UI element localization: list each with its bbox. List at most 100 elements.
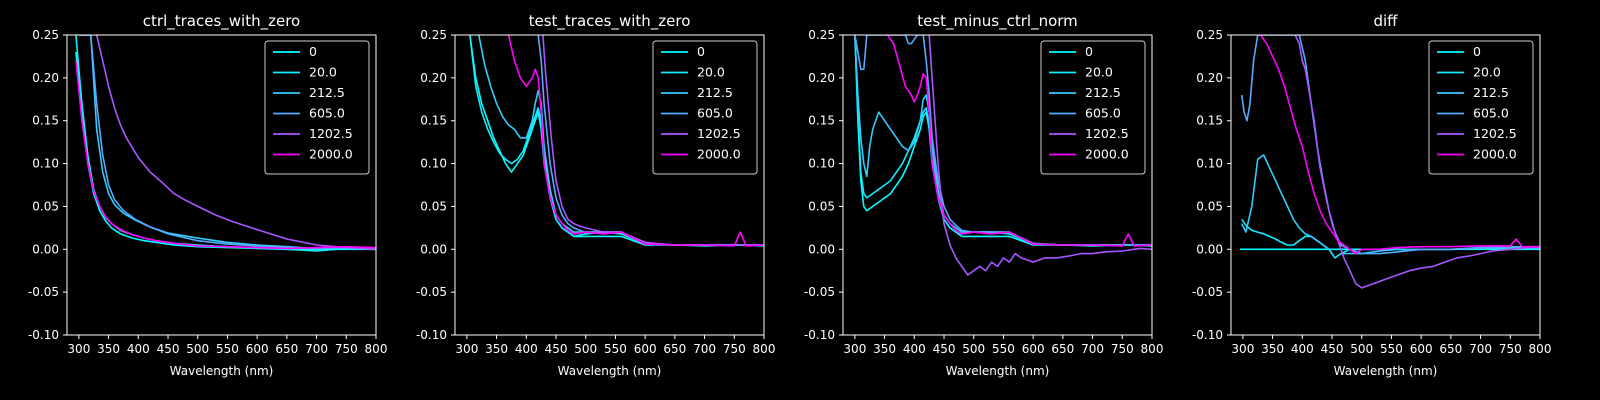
series-group xyxy=(854,35,1152,276)
x-tick-label: 700 xyxy=(305,342,328,356)
legend-entry: 20.0 xyxy=(697,65,725,80)
legend-entry: 212.5 xyxy=(697,85,733,100)
legend-box xyxy=(652,40,758,175)
chart-title: test_minus_ctrl_norm xyxy=(917,12,1078,31)
y-tick-label: 0.00 xyxy=(420,242,447,256)
legend: 0 20.0 212.5 605.0 1202.5 2000.0 xyxy=(264,40,370,175)
legend: 0 20.0 212.5 605.0 1202.5 2000.0 xyxy=(1428,40,1534,175)
y-tick-label: -0.05 xyxy=(804,285,835,299)
legend-entry: 1202.5 xyxy=(697,126,741,141)
series-line-5 xyxy=(886,35,1152,247)
y-tick-label: 0.00 xyxy=(32,242,59,256)
series-group xyxy=(1239,35,1540,289)
legend: 0 20.0 212.5 605.0 1202.5 2000.0 xyxy=(1040,40,1146,175)
y-tick-label: 0.25 xyxy=(1196,28,1223,42)
x-tick-label: 450 xyxy=(1321,342,1344,356)
axes-frame xyxy=(842,34,1153,336)
chart-title: test_traces_with_zero xyxy=(529,12,691,31)
x-tick-label: 700 xyxy=(693,342,716,356)
legend-entry: 0 xyxy=(1473,44,1481,59)
legend-entry: 1202.5 xyxy=(1473,126,1517,141)
x-tick-label: 500 xyxy=(186,342,209,356)
y-tick-label: 0.05 xyxy=(420,199,447,213)
x-tick-label: 350 xyxy=(485,342,508,356)
x-tick-label: 600 xyxy=(1022,342,1045,356)
y-tick-label: -0.10 xyxy=(804,328,835,342)
y-tick-label: 0.25 xyxy=(808,28,835,42)
x-tick-label: 750 xyxy=(335,342,358,356)
legend-entry: 0 xyxy=(1085,44,1093,59)
x-tick-label: 650 xyxy=(275,342,298,356)
y-tick-label: 0.25 xyxy=(420,28,447,42)
y-tick-label: 0.10 xyxy=(420,157,447,171)
x-tick-label: 400 xyxy=(515,342,538,356)
series-line-5 xyxy=(75,60,376,250)
y-tick-label: -0.05 xyxy=(28,285,59,299)
x-tick-label: 650 xyxy=(1051,342,1074,356)
x-tick-label: 750 xyxy=(723,342,746,356)
chart-title: ctrl_traces_with_zero xyxy=(143,12,300,31)
legend-entry: 605.0 xyxy=(697,106,733,121)
legend-entry: 20.0 xyxy=(309,65,337,80)
legend-box xyxy=(1428,40,1534,175)
y-tick-label: 0.10 xyxy=(32,157,59,171)
x-tick-label: 650 xyxy=(663,342,686,356)
x-tick-label: 400 xyxy=(127,342,150,356)
x-tick-label: 350 xyxy=(873,342,896,356)
x-tick-label: 700 xyxy=(1081,342,1104,356)
x-tick-label: 750 xyxy=(1499,342,1522,356)
x-tick-label: 300 xyxy=(1231,342,1254,356)
y-tick-label: -0.05 xyxy=(416,285,447,299)
y-tick-label: 0.20 xyxy=(808,71,835,85)
legend-box xyxy=(264,40,370,175)
x-tick-label: 450 xyxy=(545,342,568,356)
chart-panel-0: ctrl_traces_with_zero 300 350 400 450 500 550 6… xyxy=(28,12,388,378)
legend-entry: 2000.0 xyxy=(1473,147,1517,162)
x-tick-label: 350 xyxy=(1261,342,1284,356)
chart-panel-3: diff 300 350 400 450 500 550 600 650 700 750 800 -0.… xyxy=(1192,12,1552,378)
axes-frame xyxy=(1230,34,1541,336)
series-line-5 xyxy=(1260,35,1540,255)
series-line-4 xyxy=(95,35,376,251)
y-tick-label: 0.20 xyxy=(1196,71,1223,85)
legend-entry: 605.0 xyxy=(1473,106,1509,121)
x-tick-label: 450 xyxy=(157,342,180,356)
legend-box xyxy=(1040,40,1146,175)
x-tick-label: 800 xyxy=(1141,342,1164,356)
legend-entry: 1202.5 xyxy=(309,126,353,141)
series-group xyxy=(469,35,764,247)
axes-frame xyxy=(454,34,765,336)
y-tick-label: 0.10 xyxy=(1196,157,1223,171)
legend-entry: 212.5 xyxy=(1085,85,1121,100)
legend-entry: 20.0 xyxy=(1473,65,1501,80)
series-line-5 xyxy=(507,35,764,247)
x-tick-label: 800 xyxy=(753,342,776,356)
y-tick-label: 0.15 xyxy=(808,114,835,128)
y-tick-label: 0.05 xyxy=(32,199,59,213)
legend-entry: 20.0 xyxy=(1085,65,1113,80)
y-tick-label: -0.05 xyxy=(1192,285,1223,299)
series-line-1 xyxy=(854,35,1152,247)
x-tick-label: 450 xyxy=(933,342,956,356)
legend-entry: 212.5 xyxy=(1473,85,1509,100)
x-tick-label: 500 xyxy=(962,342,985,356)
x-tick-label: 750 xyxy=(1111,342,1134,356)
y-tick-label: -0.10 xyxy=(1192,328,1223,342)
series-line-3 xyxy=(854,35,1152,246)
chart-title: diff xyxy=(1373,12,1398,30)
x-tick-label: 400 xyxy=(1291,342,1314,356)
x-tick-label: 300 xyxy=(843,342,866,356)
chart-panel-1: test_traces_with_zero 300 350 400 450 500 550 6… xyxy=(416,12,776,378)
x-axis-label: Wavelength (nm) xyxy=(946,364,1050,378)
chart-panel-2: test_minus_ctrl_norm 300 350 400 450 500 550 60… xyxy=(804,12,1164,378)
legend-entry: 605.0 xyxy=(309,106,345,121)
legend-entry: 2000.0 xyxy=(309,147,353,162)
y-tick-label: 0.00 xyxy=(1196,242,1223,256)
legend-entry: 605.0 xyxy=(1085,106,1121,121)
legend-entry: 2000.0 xyxy=(1085,147,1129,162)
axes-frame xyxy=(66,34,377,336)
legend-entry: 212.5 xyxy=(309,85,345,100)
y-tick-label: 0.05 xyxy=(1196,199,1223,213)
